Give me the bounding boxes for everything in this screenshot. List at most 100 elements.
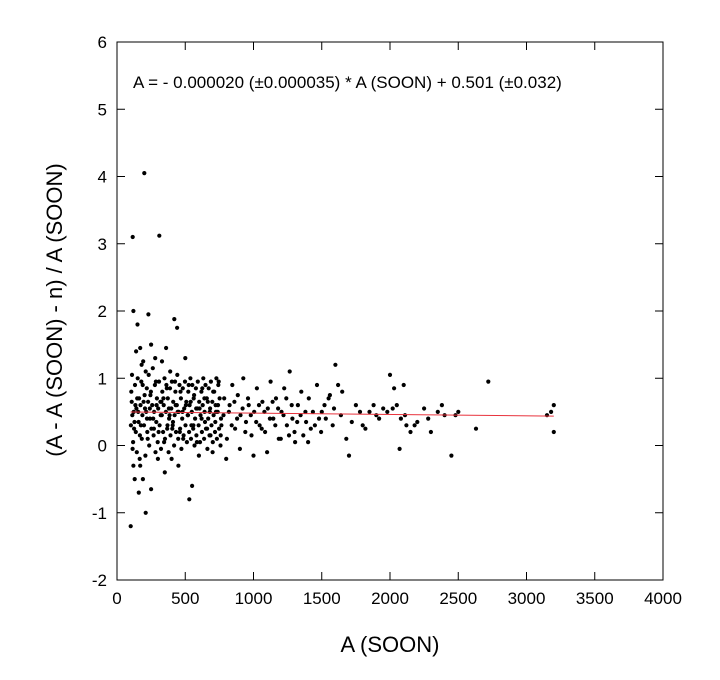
data-point [147, 416, 153, 421]
data-point [173, 389, 178, 394]
data-point [241, 376, 246, 381]
data-point [201, 376, 206, 381]
data-point [273, 423, 278, 428]
data-point [130, 234, 135, 240]
data-point [182, 379, 188, 384]
data-point [336, 382, 341, 388]
data-point [205, 446, 210, 451]
data-point [346, 453, 352, 458]
data-point [263, 429, 268, 435]
data-point [167, 386, 173, 391]
data-point [192, 443, 197, 448]
data-point [164, 345, 169, 351]
data-point [136, 419, 141, 425]
data-point [161, 429, 166, 435]
data-point [270, 399, 275, 404]
data-point [212, 389, 217, 394]
data-point [273, 396, 279, 401]
data-point [197, 399, 202, 404]
data-point [142, 406, 148, 411]
data-point [191, 396, 196, 401]
data-point [138, 463, 143, 468]
data-point [177, 382, 182, 388]
data-point [289, 403, 294, 408]
data-point [235, 393, 240, 398]
data-point [147, 406, 152, 411]
data-point [156, 379, 162, 384]
data-point [176, 463, 181, 468]
data-point [267, 416, 272, 421]
data-point [224, 456, 229, 461]
data-point [162, 436, 168, 441]
y-tick-label: 4 [98, 168, 107, 187]
data-point [131, 440, 136, 445]
data-point [172, 443, 177, 448]
data-point [140, 477, 145, 482]
data-point [233, 426, 238, 431]
data-point [333, 362, 338, 367]
data-point [549, 409, 554, 414]
data-point [165, 396, 170, 401]
data-point [188, 436, 194, 441]
data-point [143, 453, 148, 458]
data-point [281, 413, 286, 418]
data-point [156, 429, 161, 435]
data-point [205, 399, 210, 404]
data-points [128, 171, 556, 529]
x-tick-label: 1500 [303, 589, 341, 608]
data-point [216, 379, 221, 384]
data-point [200, 386, 205, 391]
data-point [130, 413, 135, 418]
data-point [166, 450, 171, 455]
data-point [197, 440, 203, 445]
data-point [168, 369, 173, 374]
data-point [196, 423, 201, 428]
data-point [284, 423, 289, 428]
data-point [141, 399, 146, 404]
data-point [146, 372, 151, 377]
data-point [304, 419, 309, 425]
data-point [135, 376, 140, 381]
data-point [202, 436, 207, 441]
data-point [162, 440, 167, 445]
data-point [149, 487, 154, 492]
data-point [322, 403, 327, 408]
data-point [128, 423, 133, 428]
data-point [314, 382, 320, 388]
data-point [150, 366, 155, 371]
data-point [257, 423, 262, 428]
data-point [229, 423, 234, 428]
data-point [189, 409, 194, 414]
data-point [159, 359, 165, 364]
data-point [390, 406, 395, 411]
data-point [426, 416, 431, 421]
data-point [404, 423, 409, 428]
data-point [178, 389, 183, 394]
data-point [176, 409, 181, 414]
data-point [161, 403, 166, 408]
data-point [456, 409, 461, 414]
data-point [136, 490, 141, 495]
data-point [193, 416, 198, 421]
data-point [137, 396, 142, 401]
data-point [139, 362, 144, 367]
data-point [169, 406, 174, 411]
data-point [152, 382, 157, 388]
data-point [174, 403, 179, 408]
data-point [402, 413, 408, 418]
data-point [243, 429, 248, 435]
data-point [160, 389, 165, 394]
data-point [213, 403, 218, 408]
data-point [227, 403, 232, 408]
data-point [218, 433, 223, 438]
data-point [170, 426, 175, 431]
data-point [153, 379, 158, 384]
data-point [237, 446, 242, 451]
data-point [265, 406, 270, 411]
y-tick-label: 1 [98, 369, 107, 388]
data-point [186, 389, 191, 394]
data-point [144, 416, 150, 421]
data-point [191, 426, 196, 431]
data-point [189, 423, 194, 428]
